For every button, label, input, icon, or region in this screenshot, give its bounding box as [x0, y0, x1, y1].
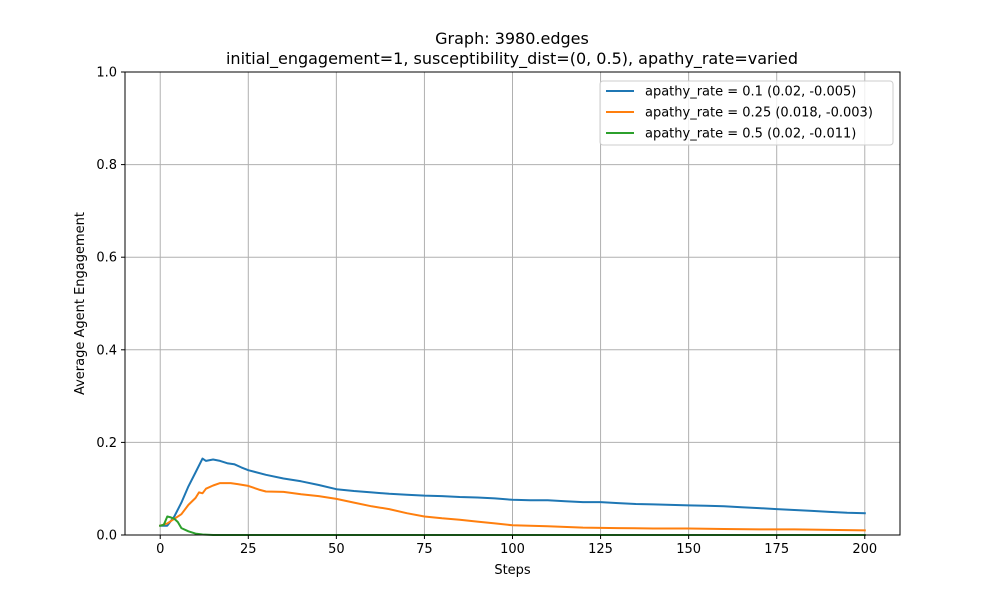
x-tick-label: 0: [156, 542, 164, 557]
y-tick-label: 0.4: [96, 343, 117, 358]
x-tick-label: 50: [328, 542, 345, 557]
y-tick-label: 0.2: [96, 436, 117, 451]
legend-entry-1: apathy_rate = 0.1 (0.02, -0.005): [645, 85, 856, 100]
legend: apathy_rate = 0.1 (0.02, -0.005) apathy_r…: [599, 80, 894, 146]
chart-subtitle: initial_engagement=1, susceptibility_dis…: [226, 49, 798, 69]
y-tick-label: 0.6: [96, 251, 117, 266]
y-tick-label: 0.0: [96, 529, 117, 544]
chart-title: Graph: 3980.edges: [435, 29, 589, 48]
legend-entry-2: apathy_rate = 0.25 (0.018, -0.003): [645, 106, 873, 121]
legend-entry-3: apathy_rate = 0.5 (0.02, -0.011): [645, 127, 856, 142]
x-tick-label: 150: [676, 542, 701, 557]
x-tick-label: 75: [416, 542, 433, 557]
x-tick-label: 175: [764, 542, 789, 557]
x-tick-label: 100: [500, 542, 525, 557]
y-tick-label: 1.0: [96, 66, 117, 81]
axis-ticks: 0 25 50 75 100 125 150 175 200 0.0 0.2 0.4 0.6 0.8 1.0: [96, 66, 877, 558]
y-axis-label: Average Agent Engagement: [73, 212, 88, 395]
legend-box: [599, 80, 894, 146]
series-line-2: [158, 482, 866, 532]
x-tick-label: 125: [588, 542, 613, 557]
x-axis-label: Steps: [494, 563, 531, 578]
y-tick-label: 0.8: [96, 158, 117, 173]
series-line-1: [159, 457, 866, 527]
x-tick-label: 25: [240, 542, 257, 557]
x-tick-label: 200: [852, 542, 877, 557]
